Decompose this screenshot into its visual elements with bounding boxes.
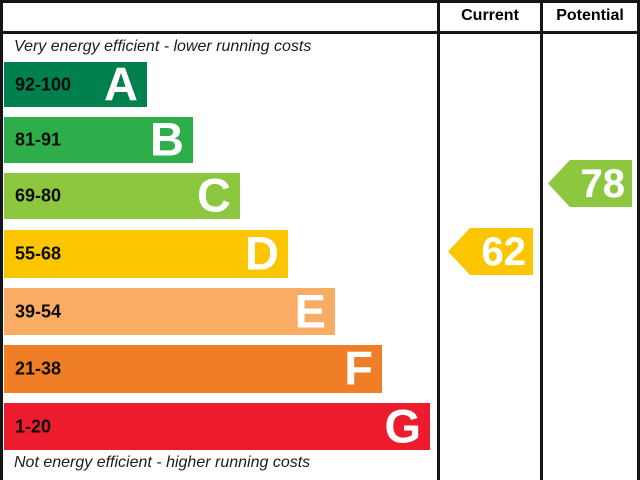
border-top [0, 0, 640, 3]
band-range-label: 55-68 [15, 243, 62, 264]
band-F: 21-38 F [4, 345, 382, 393]
band-letter: F [344, 341, 373, 395]
current-column-header: Current [461, 6, 519, 24]
band-letter: C [197, 168, 231, 222]
potential-column-divider [540, 0, 543, 480]
band-letter: G [384, 399, 421, 453]
band-G: 1-20 G [4, 399, 430, 453]
band-A: 92-100 A [4, 57, 147, 111]
potential-rating-value: 78 [580, 161, 626, 206]
band-range-label: 69-80 [15, 185, 62, 206]
band-range-label: 21-38 [15, 358, 62, 379]
band-range-label: 39-54 [15, 301, 62, 321]
band-C: 69-80 C [4, 168, 240, 222]
potential-column-header: Potential [556, 6, 624, 24]
current-rating-arrow: 62 [448, 228, 533, 275]
band-range-label: 1-20 [15, 416, 52, 436]
band-letter: A [104, 57, 138, 111]
border-right [637, 0, 640, 480]
current-rating-value: 62 [481, 229, 527, 274]
band-letter: D [245, 226, 279, 280]
border-left [0, 0, 3, 480]
band-letter: B [150, 112, 184, 166]
top-caption: Very energy efficient - lower running co… [14, 38, 312, 55]
band-E: 39-54 E [4, 284, 335, 338]
potential-rating-arrow: 78 [548, 160, 632, 207]
band-B: 81-91 B [4, 112, 193, 166]
bottom-caption: Not energy efficient - higher running co… [14, 454, 311, 471]
band-range-label: 81-91 [15, 129, 62, 150]
current-column-divider [437, 0, 440, 480]
band-range-label: 92-100 [15, 74, 72, 94]
band-letter: E [294, 284, 326, 338]
header-divider-line [0, 31, 640, 34]
band-D: 55-68 D [4, 230, 288, 278]
